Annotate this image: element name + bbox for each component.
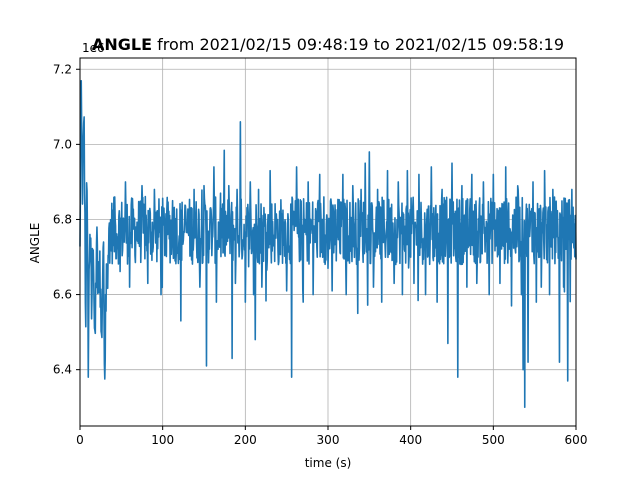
y-tick-label: 7.0 [53,137,72,151]
y-tick-label: 7.2 [53,62,72,76]
x-axis-ticks: 0 100 200 300 400 500 600 [76,426,587,447]
x-tick-label: 100 [151,433,174,447]
chart-title: ANGLE from 2021/02/15 09:48:19 to 2021/0… [92,35,564,54]
x-tick-label: 400 [399,433,422,447]
y-axis-ticks: 6.4 6.6 6.8 7.0 7.2 [53,62,80,377]
y-tick-label: 6.6 [53,288,72,302]
chart-title-bold: ANGLE [92,35,152,54]
y-tick-label: 6.8 [53,212,72,226]
angle-series-line [79,80,577,409]
x-tick-label: 0 [76,433,84,447]
y-tick-label: 6.4 [53,363,72,377]
x-tick-label: 200 [234,433,257,447]
y-offset-label: 1e6 [82,41,105,55]
chart-title-rest: from 2021/02/15 09:48:19 to 2021/02/15 0… [152,35,564,54]
x-axis-label: time (s) [305,456,352,470]
x-tick-label: 300 [317,433,340,447]
x-tick-label: 500 [482,433,505,447]
x-tick-label: 600 [565,433,588,447]
y-axis-label: ANGLE [28,223,42,264]
plot-area [79,80,577,409]
